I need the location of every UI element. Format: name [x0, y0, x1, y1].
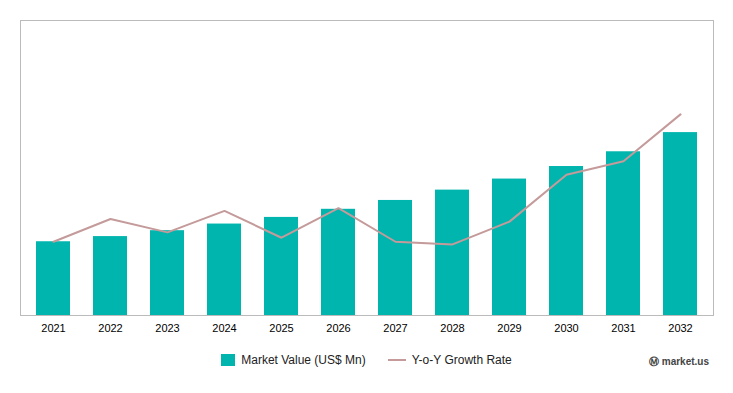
html-text:Market Value (US$ Mn): Market Value (US$ Mn) — [241, 353, 366, 367]
svg-text:2028: 2028 — [440, 322, 464, 334]
svg-text:2030: 2030 — [554, 322, 578, 334]
svg-text:2026: 2026 — [326, 322, 350, 334]
svg-text:2027: 2027 — [383, 322, 407, 334]
svg-text:2024: 2024 — [212, 322, 236, 334]
html-text:Y-o-Y Growth Rate: Y-o-Y Growth Rate — [411, 353, 512, 367]
svg-text:2025: 2025 — [269, 322, 293, 334]
svg-text:2021: 2021 — [41, 322, 65, 334]
svg-text:2029: 2029 — [497, 322, 521, 334]
svg-text:2032: 2032 — [668, 322, 692, 334]
html-text:Ⓜ market.us: Ⓜ market.us — [649, 356, 709, 367]
svg-text:2031: 2031 — [611, 322, 635, 334]
svg-text:2023: 2023 — [155, 322, 179, 334]
svg-text:2022: 2022 — [98, 322, 122, 334]
